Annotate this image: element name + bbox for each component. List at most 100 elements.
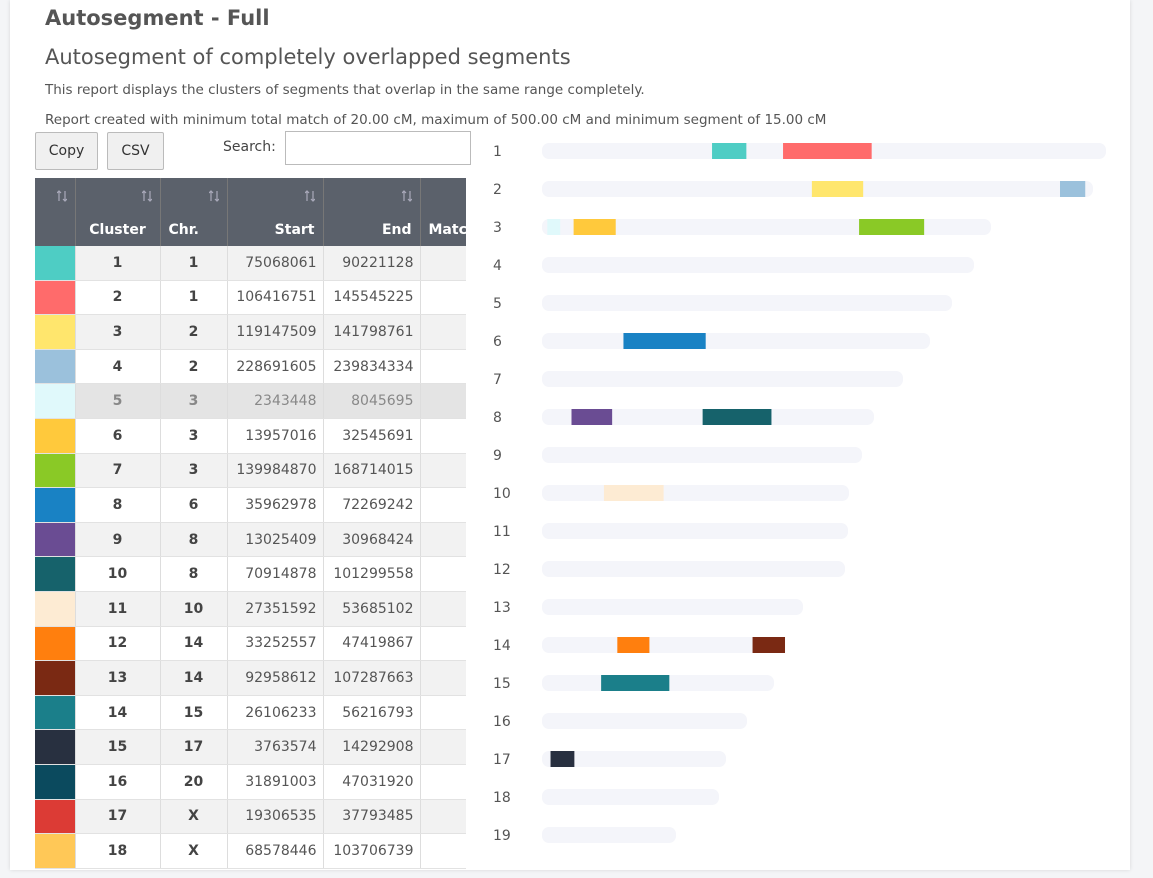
match-cell <box>420 591 466 627</box>
color-swatch <box>35 660 76 696</box>
start-cell: 31891003 <box>227 764 324 800</box>
chr-cell: X <box>160 833 228 869</box>
end-cell: 239834334 <box>323 349 421 385</box>
chr-cell: 17 <box>160 729 228 765</box>
sort-icon <box>401 190 412 202</box>
chromosome-label: 15 <box>493 676 511 692</box>
color-swatch <box>35 695 76 731</box>
sort-arrows <box>304 190 315 202</box>
chromosome-bar <box>542 789 719 805</box>
chromosome-label: 5 <box>493 296 502 312</box>
color-swatch <box>35 591 76 627</box>
segment <box>623 333 706 349</box>
table-row: 3 2 119147509 141798761 <box>35 314 466 350</box>
table-row: 1 1 75068061 90221128 <box>35 246 466 281</box>
match-cell <box>420 246 466 281</box>
cluster-cell: 4 <box>75 349 161 385</box>
color-swatch <box>35 556 76 592</box>
cluster-cell: 12 <box>75 626 161 662</box>
column-header[interactable]: Match <box>420 178 466 246</box>
cluster-cell: 1 <box>75 246 161 281</box>
start-cell: 19306535 <box>227 799 324 835</box>
match-cell <box>420 626 466 662</box>
segment <box>702 409 772 425</box>
column-header[interactable]: End <box>323 178 421 246</box>
chr-cell: 3 <box>160 418 228 454</box>
end-cell: 53685102 <box>323 591 421 627</box>
chromosome-label: 10 <box>493 486 511 502</box>
table-row: 12 14 33252557 47419867 <box>35 626 466 662</box>
color-header[interactable] <box>35 178 76 246</box>
start-cell: 75068061 <box>227 246 324 281</box>
csv-button[interactable]: CSV <box>107 132 164 170</box>
chromosome-label: 3 <box>493 220 502 236</box>
search-input[interactable] <box>285 131 471 165</box>
chromosome-bar <box>542 713 747 729</box>
chr-cell: 6 <box>160 487 228 523</box>
table-row: 9 8 13025409 30968424 <box>35 522 466 558</box>
start-cell: 228691605 <box>227 349 324 385</box>
start-cell: 68578446 <box>227 833 324 869</box>
color-swatch <box>35 487 76 523</box>
chr-cell: 1 <box>160 280 228 316</box>
cluster-cell: 16 <box>75 764 161 800</box>
color-swatch <box>35 626 76 662</box>
table-row: 17 X 19306535 37793485 <box>35 799 466 835</box>
end-cell: 72269242 <box>323 487 421 523</box>
cluster-cell: 7 <box>75 453 161 489</box>
segment <box>573 219 616 235</box>
start-cell: 92958612 <box>227 660 324 696</box>
cluster-cell: 10 <box>75 556 161 592</box>
chr-cell: 14 <box>160 626 228 662</box>
chromosome-label: 14 <box>493 638 511 654</box>
chr-cell: 15 <box>160 695 228 731</box>
chromosome-label: 6 <box>493 334 502 350</box>
segment <box>859 219 925 235</box>
segment <box>1060 181 1086 197</box>
segment <box>752 637 786 653</box>
match-cell <box>420 522 466 558</box>
start-cell: 27351592 <box>227 591 324 627</box>
cluster-cell: 14 <box>75 695 161 731</box>
color-swatch <box>35 383 76 419</box>
start-cell: 119147509 <box>227 314 324 350</box>
chr-cell: 3 <box>160 453 228 489</box>
match-cell <box>420 660 466 696</box>
end-cell: 47031920 <box>323 764 421 800</box>
match-cell <box>420 729 466 765</box>
chromosome-label: 8 <box>493 410 502 426</box>
column-header[interactable]: Chr. <box>160 178 228 246</box>
chr-cell: 8 <box>160 556 228 592</box>
column-header[interactable]: Cluster <box>75 178 161 246</box>
match-cell <box>420 280 466 316</box>
color-swatch <box>35 799 76 835</box>
column-header[interactable]: Start <box>227 178 324 246</box>
match-cell <box>420 487 466 523</box>
copy-button[interactable]: Copy <box>35 132 98 170</box>
chromosome-bar <box>542 333 930 349</box>
cluster-cell: 3 <box>75 314 161 350</box>
end-cell: 168714015 <box>323 453 421 489</box>
segment <box>811 181 864 197</box>
chr-cell: 8 <box>160 522 228 558</box>
chr-cell: X <box>160 799 228 835</box>
segment <box>550 751 575 767</box>
start-cell: 2343448 <box>227 383 324 419</box>
chromosome-label: 11 <box>493 524 511 540</box>
cluster-cell: 18 <box>75 833 161 869</box>
end-cell: 145545225 <box>323 280 421 316</box>
chromosome-bar <box>542 295 952 311</box>
chr-cell: 3 <box>160 383 228 419</box>
start-cell: 26106233 <box>227 695 324 731</box>
cluster-cell: 17 <box>75 799 161 835</box>
color-swatch <box>35 314 76 350</box>
table-row: 14 15 26106233 56216793 <box>35 695 466 731</box>
sort-icon <box>56 190 67 202</box>
cluster-cell: 9 <box>75 522 161 558</box>
chr-cell: 10 <box>160 591 228 627</box>
cluster-cell: 5 <box>75 383 161 419</box>
sort-icon <box>208 190 219 202</box>
table-row: 15 17 3763574 14292908 <box>35 729 466 765</box>
